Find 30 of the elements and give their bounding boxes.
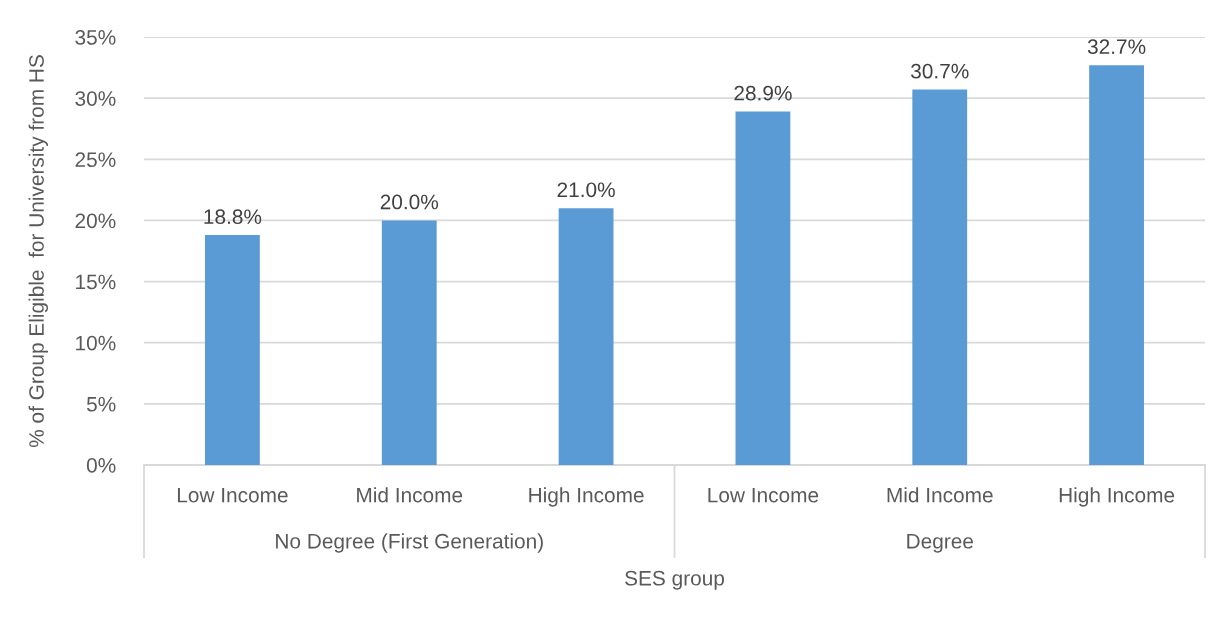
x-axis-title: SES group [625,570,725,590]
x-tick-label: High Income [529,487,644,507]
bar [912,89,968,465]
y-tick-label: 5% [86,396,116,412]
x-tick-label: Low Income [177,487,288,503]
x-tick-label: Mid Income [357,487,463,503]
y-axis-title: % of Group Eligible for University from HS [28,55,48,448]
data-label: 21.0% [557,182,615,198]
bar [205,235,260,465]
data-label: 18.8% [204,209,262,225]
y-tick-label: 15% [76,274,116,290]
data-label: 30.7% [911,63,969,79]
y-tick-label: 20% [75,213,116,229]
data-label: 32.7% [1087,39,1146,55]
bar [735,111,791,465]
y-tick-label: 0% [86,458,116,473]
y-tick-label: 35% [75,30,116,45]
y-tick-label: 30% [75,91,116,106]
x-tick-label: Low Income [708,487,819,503]
x-tick-label: Mid Income [887,487,993,503]
data-label: 20.0% [380,194,439,210]
bar [558,208,614,465]
text: No Degree (First Generation) [276,533,543,553]
x-tick-label: High Income [1059,487,1175,507]
y-tick-label: 10% [76,335,116,351]
text: Degree [907,534,973,553]
data-label: 28.9% [734,85,792,101]
y-tick-label: 25% [75,152,116,168]
bar [381,220,437,465]
bar [1089,65,1144,465]
